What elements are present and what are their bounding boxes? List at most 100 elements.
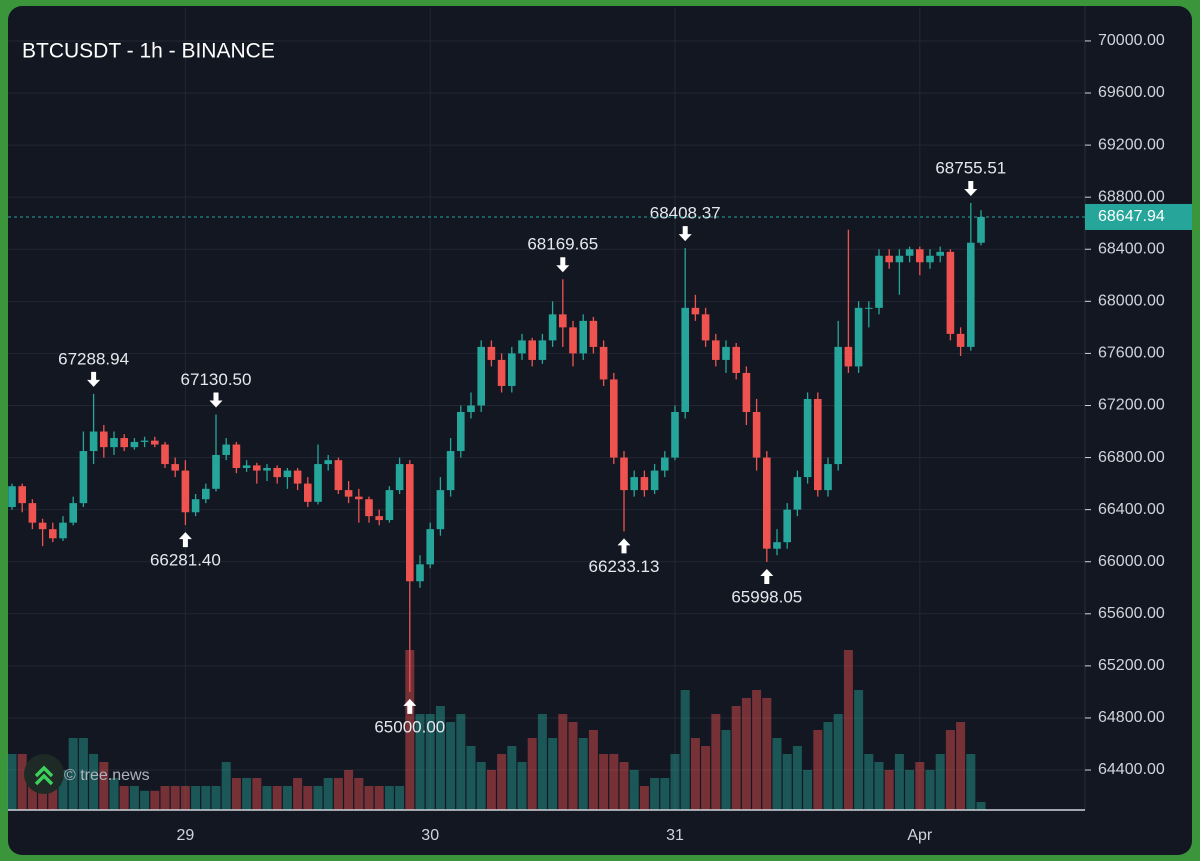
candle-body: [967, 242, 975, 347]
y-tick-label: 70000.00: [1098, 32, 1165, 49]
volume-bar: [282, 786, 292, 810]
volume-bar: [272, 786, 282, 810]
annotation-label: 66281.40: [150, 551, 221, 570]
candle-body: [314, 464, 322, 502]
volume-bar: [905, 770, 915, 810]
candle-body: [426, 529, 434, 565]
y-tick-label: 67200.00: [1098, 397, 1165, 414]
annotation-label: 67288.94: [58, 349, 129, 368]
volume-bar: [435, 706, 445, 810]
volume-bar: [231, 778, 241, 810]
volume-bar: [374, 786, 384, 810]
candle-body: [854, 307, 863, 367]
candle-body: [559, 314, 567, 328]
volume-bar: [17, 754, 27, 810]
volume-bar: [721, 730, 731, 810]
volume-bar: [639, 786, 649, 810]
volume-bar: [160, 786, 170, 810]
annotation-label: 66233.13: [589, 557, 660, 576]
candle-body: [49, 529, 57, 539]
volume-bar: [588, 730, 598, 810]
candle-body: [355, 496, 363, 500]
volume-bar: [150, 790, 160, 810]
x-tick-label: 29: [177, 827, 195, 844]
volume-bar: [384, 786, 394, 810]
candle-body: [936, 251, 944, 256]
candle-body: [365, 499, 373, 517]
volume-bar: [364, 786, 374, 810]
volume-bar: [109, 778, 119, 810]
volume-bar: [568, 722, 578, 810]
candle-body: [467, 405, 475, 412]
candle-body: [324, 460, 332, 465]
volume-bar: [935, 754, 945, 810]
y-tick-label: 66000.00: [1098, 553, 1165, 570]
volume-bar: [803, 770, 813, 810]
volume-bar: [170, 786, 180, 810]
candle-body: [283, 470, 292, 478]
candle-body: [385, 490, 394, 521]
candle-body: [803, 398, 812, 478]
candle-body: [814, 398, 822, 491]
y-tick-label: 65200.00: [1098, 657, 1165, 674]
annotation-arrow: [403, 698, 417, 714]
volume-bar: [99, 762, 109, 810]
y-tick-label: 65600.00: [1098, 605, 1165, 622]
candle-body: [406, 464, 414, 582]
volume-bar: [966, 754, 976, 810]
volume-bar: [425, 714, 435, 810]
volume-bar: [446, 722, 456, 810]
candle-body: [640, 477, 649, 491]
volume-bar: [313, 786, 323, 810]
annotation-label: 68169.65: [527, 235, 598, 254]
candle-body: [242, 465, 251, 468]
candle-body: [875, 255, 883, 308]
candle-body: [395, 464, 404, 491]
volume-bar: [894, 754, 904, 810]
volume-bar: [38, 778, 48, 810]
panel: [8, 6, 1192, 855]
candle-body: [191, 499, 200, 513]
candle-body: [8, 486, 16, 508]
volume-bar: [527, 738, 537, 810]
candle-body: [895, 255, 904, 263]
candle-body: [151, 440, 159, 445]
y-tick-label: 64400.00: [1098, 761, 1165, 778]
candle-body: [661, 457, 669, 471]
candle-body: [926, 255, 934, 263]
volume-bar: [782, 754, 792, 810]
candle-body: [701, 314, 710, 341]
annotation-arrow: [760, 568, 774, 584]
volume-bar: [884, 770, 894, 810]
candle-body: [38, 522, 47, 530]
volume-bar: [119, 786, 129, 810]
volume-bar: [956, 722, 966, 810]
candle-body: [375, 516, 383, 521]
annotation-arrow: [678, 226, 692, 242]
candle-body: [477, 346, 485, 406]
volume-bar: [558, 714, 568, 810]
y-tick-label: 68000.00: [1098, 293, 1165, 310]
candle-body: [589, 320, 598, 347]
volume-bar: [7, 754, 17, 810]
candle-body: [457, 411, 465, 452]
y-tick-label: 68800.00: [1098, 188, 1165, 205]
annotation-arrow: [964, 180, 978, 196]
volume-bar: [293, 778, 303, 810]
candle-body: [834, 346, 842, 465]
candle-body: [671, 411, 679, 458]
volume-bar: [619, 762, 629, 810]
volume-bar: [599, 754, 609, 810]
volume-bar: [456, 714, 466, 810]
volume-bar: [58, 770, 68, 810]
watermark: © tree.news: [24, 754, 150, 794]
candle-body: [885, 255, 893, 263]
candle-body: [344, 490, 353, 497]
candle-body: [579, 320, 587, 354]
volume-bar: [670, 754, 680, 810]
volume-bar: [262, 786, 272, 810]
candle-body: [793, 477, 802, 510]
volume-bar: [476, 762, 486, 810]
